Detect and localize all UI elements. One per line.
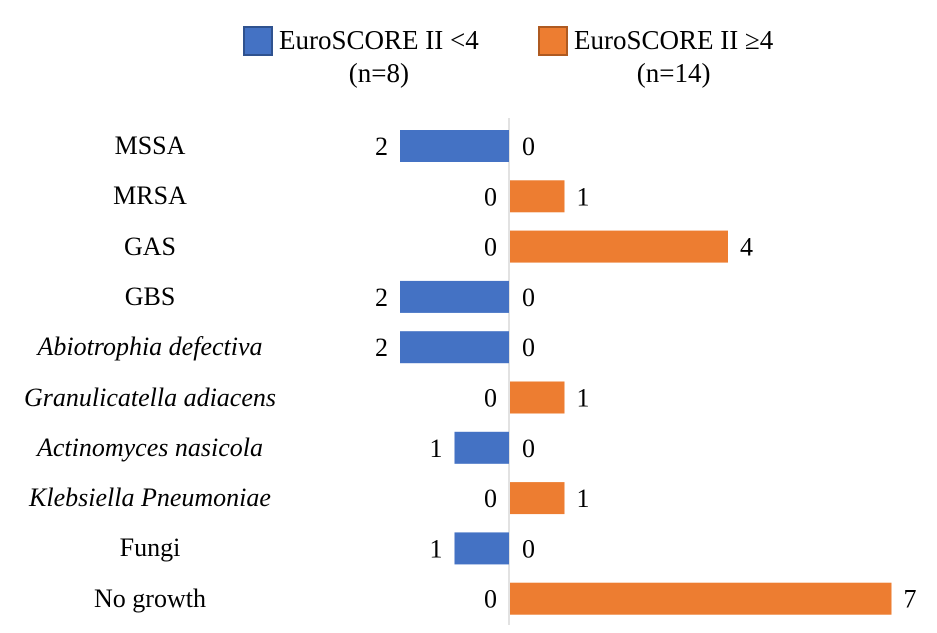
category-label: GAS bbox=[123, 231, 177, 261]
data-label-euroscore-lt4: 0 bbox=[484, 384, 497, 413]
bar-euroscore-lt4 bbox=[454, 431, 509, 464]
category-label: No growth bbox=[94, 583, 206, 613]
data-label-euroscore-ge4: 0 bbox=[522, 434, 535, 463]
data-label-euroscore-lt4: 0 bbox=[484, 233, 497, 262]
data-label-euroscore-lt4: 2 bbox=[375, 333, 388, 362]
legend-count-euroscore-lt4: (n=8) bbox=[348, 58, 409, 88]
data-label-euroscore-lt4: 0 bbox=[484, 585, 497, 614]
legend-swatch-orange bbox=[538, 26, 568, 56]
data-label-euroscore-lt4: 1 bbox=[430, 434, 443, 463]
data-label-euroscore-lt4: 2 bbox=[375, 132, 388, 161]
data-label-euroscore-lt4: 0 bbox=[484, 182, 497, 211]
category-label: Abiotrophia defectiva bbox=[37, 332, 263, 362]
bar-euroscore-ge4 bbox=[510, 230, 728, 263]
bar-euroscore-ge4 bbox=[510, 180, 565, 213]
category-label: MRSA bbox=[113, 181, 187, 211]
data-label-euroscore-ge4: 0 bbox=[522, 132, 535, 161]
data-label-euroscore-ge4: 4 bbox=[740, 233, 753, 262]
bar-euroscore-lt4 bbox=[454, 532, 509, 565]
data-label-euroscore-ge4: 0 bbox=[522, 333, 535, 362]
legend-item-euroscore-ge4: EuroSCORE II ≥4 (n=14) bbox=[538, 24, 773, 90]
data-label-euroscore-lt4: 0 bbox=[484, 484, 497, 513]
category-label: Granulicatella adiacens bbox=[23, 382, 277, 412]
data-label-euroscore-ge4: 7 bbox=[904, 585, 917, 614]
data-label-euroscore-ge4: 0 bbox=[522, 534, 535, 563]
data-label-euroscore-ge4: 1 bbox=[577, 182, 590, 211]
legend-swatch-blue bbox=[243, 26, 273, 56]
legend-label-euroscore-lt4: EuroSCORE II <4 bbox=[279, 25, 479, 55]
bar-euroscore-ge4 bbox=[510, 482, 565, 515]
category-label: Klebsiella Pneumoniae bbox=[29, 483, 271, 513]
bar-euroscore-ge4 bbox=[510, 381, 565, 414]
bar-euroscore-lt4 bbox=[400, 280, 509, 313]
category-label: Fungi bbox=[119, 533, 181, 563]
legend-count-euroscore-ge4: (n=14) bbox=[636, 58, 711, 88]
category-label: Actinomyces nasicola bbox=[37, 432, 263, 462]
bar-euroscore-lt4 bbox=[400, 331, 509, 364]
data-label-euroscore-ge4: 1 bbox=[577, 384, 590, 413]
data-label-euroscore-lt4: 1 bbox=[430, 534, 443, 563]
category-label: MSSA bbox=[114, 131, 186, 160]
data-label-euroscore-ge4: 0 bbox=[522, 283, 535, 312]
legend-item-euroscore-lt4: EuroSCORE II <4 (n=8) bbox=[243, 24, 479, 90]
category-label: GBS bbox=[124, 281, 176, 311]
bar-euroscore-ge4 bbox=[510, 582, 892, 615]
legend-label-euroscore-ge4: EuroSCORE II ≥4 bbox=[574, 25, 774, 55]
bar-euroscore-lt4 bbox=[400, 130, 509, 162]
data-label-euroscore-lt4: 2 bbox=[375, 283, 388, 312]
data-label-euroscore-ge4: 1 bbox=[577, 484, 590, 513]
